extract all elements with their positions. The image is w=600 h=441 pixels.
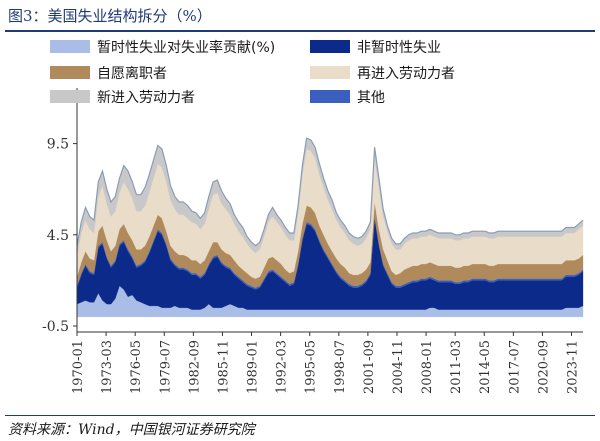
legend-label-5: 其他 <box>357 90 385 106</box>
x-tick-label-9: 1998-07 <box>333 340 348 394</box>
legend-swatch-2 <box>50 66 90 79</box>
legend-swatch-0 <box>50 40 90 53</box>
legend-swatch-1 <box>310 40 350 53</box>
legend-swatch-4 <box>50 90 90 103</box>
x-tick-label-5: 1985-11 <box>216 340 231 394</box>
footer-rule <box>5 415 595 416</box>
legend-label-1: 非暂时性失业 <box>357 40 441 56</box>
title-rule <box>5 30 595 32</box>
x-tick-label-10: 2001-09 <box>362 340 377 394</box>
total-outline <box>76 137 584 247</box>
x-tick-label-13: 2011-03 <box>449 340 464 394</box>
x-tick-label-2: 1976-05 <box>129 340 144 394</box>
x-tick-label-8: 1995-05 <box>304 340 319 394</box>
source-note: 资料来源：Wind，中国银河证券研究院 <box>8 422 255 438</box>
legend-label-4: 新进入劳动力者 <box>97 90 195 106</box>
legend-label-3: 再进入劳动力者 <box>357 66 455 82</box>
x-tick-label-1: 1973-03 <box>100 340 115 394</box>
x-tick-label-12: 2008-01 <box>420 340 435 394</box>
legend-label-0: 暂时性失业对失业率贡献(%) <box>97 39 275 56</box>
x-tick-label-14: 2014-05 <box>478 340 493 394</box>
x-tick-label-16: 2020-09 <box>536 340 551 394</box>
legend-swatch-3 <box>310 66 350 79</box>
x-tick-label-11: 2004-11 <box>391 340 406 394</box>
x-tick-label-3: 1979-07 <box>158 340 173 394</box>
legend-label-2: 自愿离职者 <box>97 65 167 82</box>
x-tick-label-15: 2017-07 <box>507 340 522 394</box>
chart-title: 图3：美国失业结构拆分（%） <box>8 7 212 25</box>
x-tick-label-6: 1989-01 <box>246 340 261 394</box>
x-tick-label-0: 1970-01 <box>71 340 86 394</box>
x-tick-label-4: 1982-09 <box>187 340 202 394</box>
y-tick-label-1: 4.5 <box>47 228 69 244</box>
y-tick-label-2: -0.5 <box>42 319 69 335</box>
x-tick-label-17: 2023-11 <box>566 340 581 394</box>
x-tick-label-7: 1992-03 <box>275 340 290 394</box>
y-tick-label-0: 9.5 <box>47 137 69 153</box>
legend-swatch-5 <box>310 90 350 103</box>
